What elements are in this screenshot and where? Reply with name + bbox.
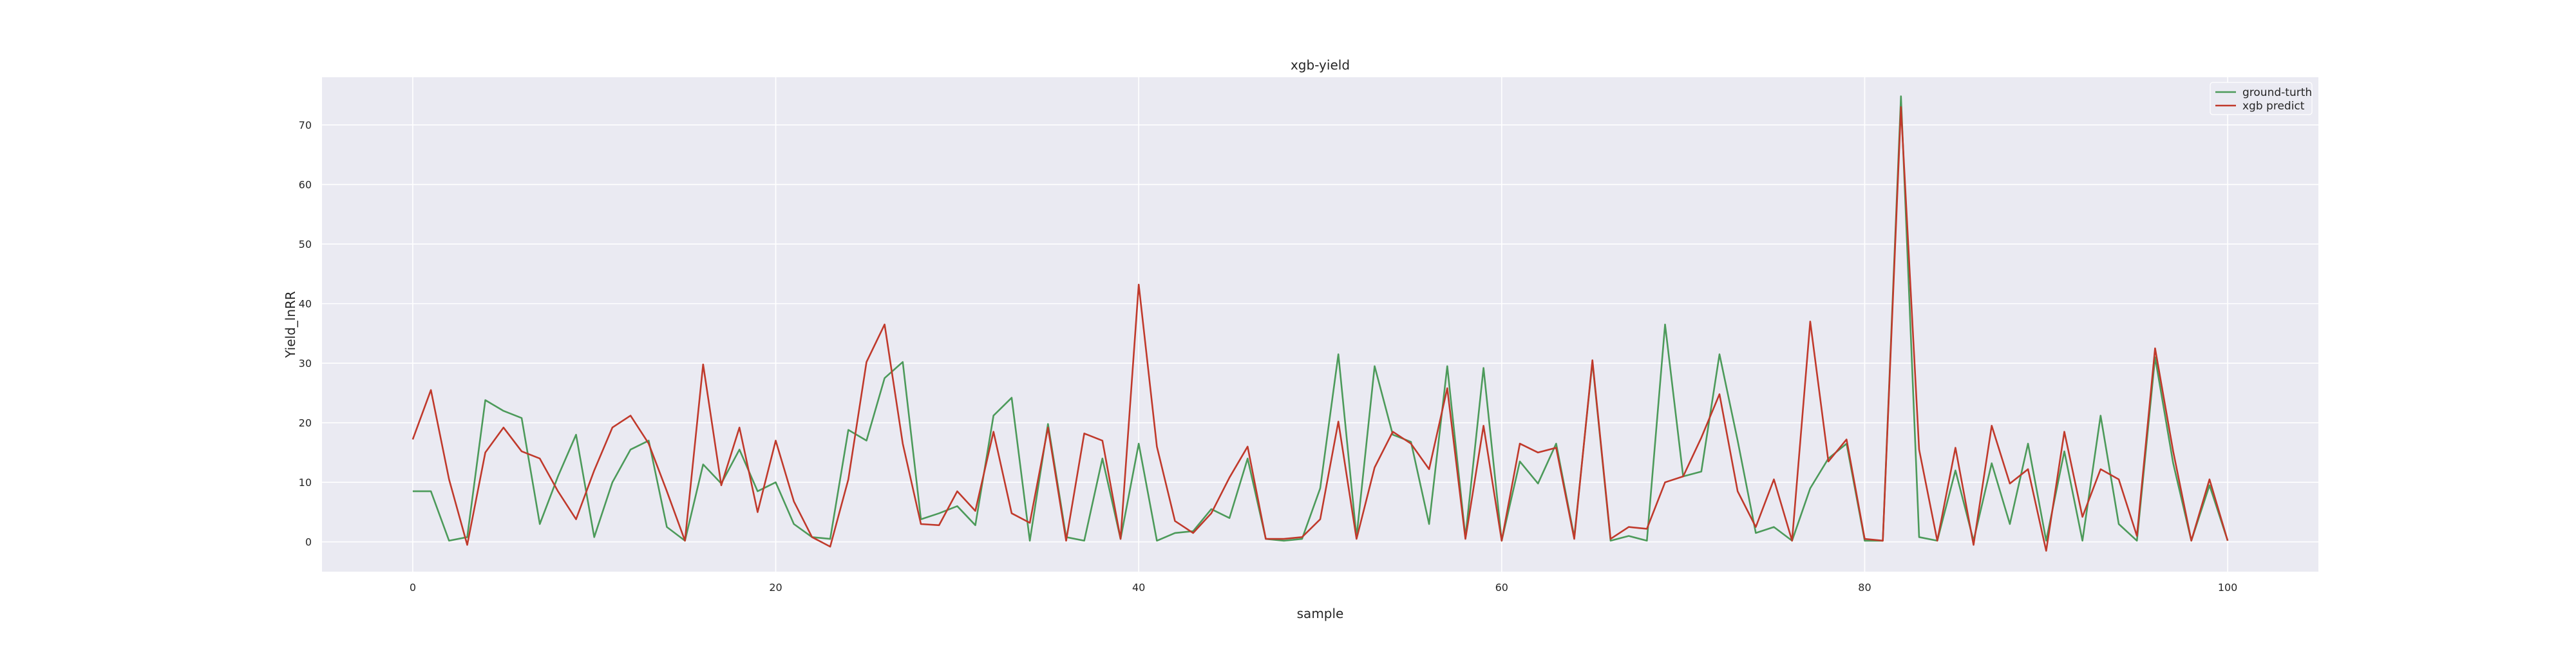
y-tick-label: 40 [299,298,312,310]
y-tick-label: 30 [299,357,312,370]
x-tick-label: 0 [410,581,416,594]
tick-labels: 0 20 40 60 80 100 0 10 20 30 40 50 60 70 [299,119,2238,594]
x-tick-label: 60 [1495,581,1508,594]
series-line-ground-turth [412,95,2229,542]
plot-area [322,77,2318,572]
x-tick-label: 80 [1858,581,1871,594]
y-tick-label: 50 [299,238,312,250]
series-line-xgb-predict [412,106,2229,552]
y-axis-title: Yield_lnRR [283,291,298,359]
y-tick-label: 20 [299,417,312,429]
legend-box [2210,82,2313,115]
x-tick-label: 100 [2218,581,2238,594]
x-tick-label: 20 [769,581,782,594]
chart-title: xgb-yield [1291,57,1350,73]
y-tick-label: 10 [299,476,312,489]
y-tick-label: 0 [305,536,312,549]
series-layer [412,95,2229,552]
y-tick-label: 70 [299,119,312,131]
legend-label: xgb predict [2242,100,2305,113]
x-axis-title: sample [1297,606,1344,621]
y-tick-label: 60 [299,179,312,191]
grid-lines [322,77,2318,572]
x-tick-label: 40 [1132,581,1145,594]
legend-label: ground-turth [2242,86,2312,99]
